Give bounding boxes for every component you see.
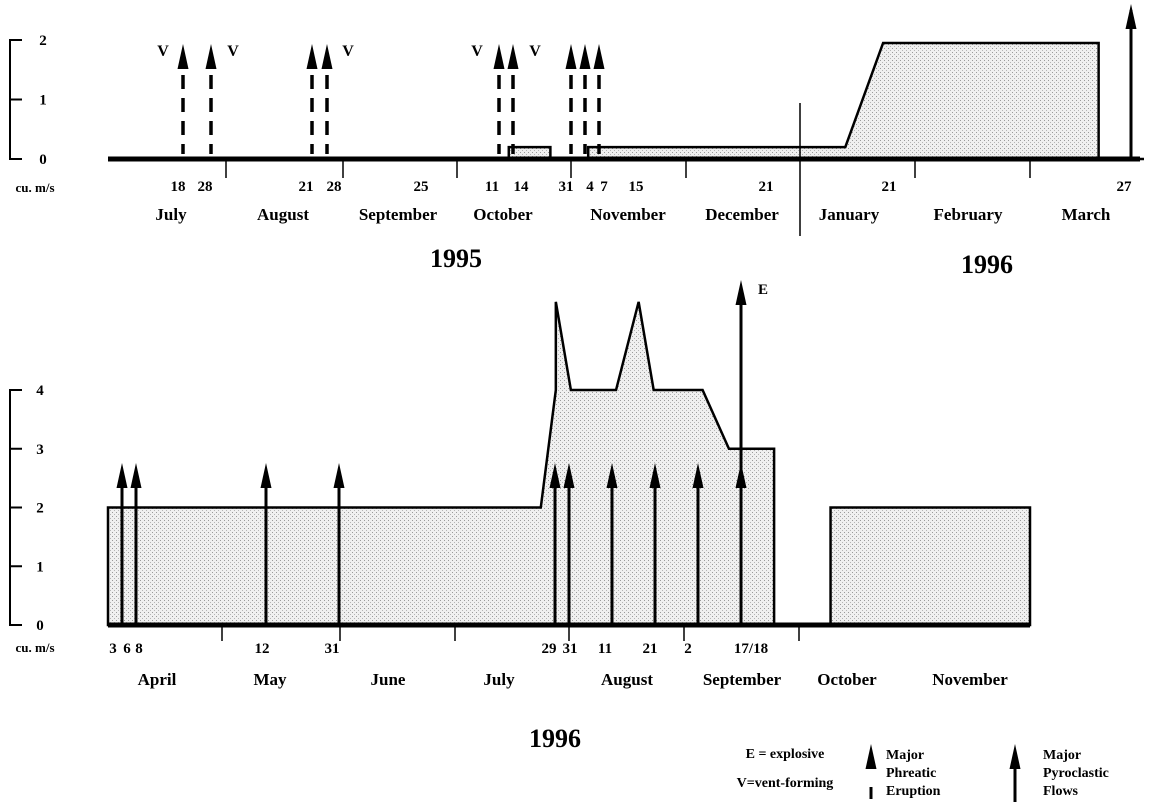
legend-explosive-text: E = explosive: [746, 747, 825, 762]
month-label: November: [932, 670, 1008, 689]
legend-pyroclastic-text: Major: [1043, 748, 1081, 763]
legend-pyroclastic-arrowhead: [1009, 744, 1021, 769]
month-label: September: [703, 670, 782, 689]
y-axis-1: [9, 39, 22, 160]
pyroclastic-flow-arrowhead: [116, 463, 128, 488]
date-label: 28: [198, 179, 213, 195]
pyroclastic-flow-arrowhead: [333, 463, 345, 488]
date-label: 6: [123, 641, 131, 657]
y-axis-unit-label: cu. m/s: [16, 180, 55, 195]
phreatic-eruption-arrowhead: [321, 44, 333, 69]
month-label: October: [817, 670, 877, 689]
month-label: February: [934, 205, 1003, 224]
y-tick-label: 1: [39, 93, 47, 109]
y-axis-2: [9, 389, 22, 626]
pyroclastic-flow-arrowhead: [692, 463, 704, 488]
date-label: 18: [171, 179, 186, 195]
month-label: January: [819, 205, 880, 224]
month-label: December: [705, 205, 779, 224]
month-label: June: [371, 670, 406, 689]
date-label: 3: [109, 641, 117, 657]
y-tick-label: 4: [36, 383, 44, 399]
phreatic-eruption-arrowhead: [593, 44, 605, 69]
y-tick-label: 3: [36, 442, 44, 458]
pyroclastic-flow-arrowhead: [735, 463, 747, 488]
legend-phreatic-text: Phreatic: [886, 766, 936, 781]
month-label: July: [483, 670, 515, 689]
date-label: 11: [598, 641, 612, 657]
vent-forming-label: V: [157, 43, 169, 60]
phreatic-eruption-arrowhead: [177, 44, 189, 69]
extrusion-rate-area: [108, 41, 1144, 161]
vent-forming-label: V: [342, 43, 354, 60]
y-tick-label: 2: [39, 33, 47, 49]
date-label: 31: [563, 641, 578, 657]
legend-pyroclastic-text: Flows: [1043, 784, 1079, 799]
date-label: 14: [514, 179, 530, 195]
date-label: 21: [643, 641, 658, 657]
month-label: May: [253, 670, 287, 689]
phreatic-eruption-arrowhead: [507, 44, 519, 69]
y-tick-label: 0: [36, 618, 44, 634]
month-label: April: [138, 670, 177, 689]
month-label: November: [590, 205, 666, 224]
pyroclastic-flow-arrowhead: [563, 463, 575, 488]
phreatic-eruption-arrowhead: [205, 44, 217, 69]
year-label: 1996: [529, 724, 581, 753]
phreatic-eruption-arrowhead: [493, 44, 505, 69]
vent-forming-label: V: [471, 43, 483, 60]
date-label: 11: [485, 179, 499, 195]
pyroclastic-flow-arrowhead: [130, 463, 142, 488]
pyroclastic-flow-arrowhead: [260, 463, 272, 488]
date-label: 27: [1117, 179, 1133, 195]
month-label: September: [359, 205, 438, 224]
legend-phreatic-text: Eruption: [886, 784, 941, 799]
vent-forming-label: V: [227, 43, 239, 60]
date-label: 21: [882, 179, 897, 195]
date-label: 31: [325, 641, 340, 657]
date-label: 21: [299, 179, 314, 195]
month-label: August: [257, 205, 309, 224]
pyroclastic-flow-arrowhead: [549, 463, 561, 488]
vent-forming-label: V: [529, 43, 541, 60]
date-label: 29: [542, 641, 557, 657]
y-tick-label: 1: [36, 559, 44, 575]
date-label: 15: [629, 179, 644, 195]
legend-vent-forming-text: V=vent-forming: [737, 776, 834, 791]
month-label: March: [1062, 205, 1111, 224]
phreatic-eruption-arrowhead: [306, 44, 318, 69]
phreatic-eruption-arrowhead: [565, 44, 577, 69]
legend-phreatic-arrowhead: [865, 744, 877, 769]
year-label: 1995: [430, 244, 482, 273]
date-label: 7: [600, 179, 608, 195]
pyroclastic-flow-arrowhead: [649, 463, 661, 488]
date-label: 2: [684, 641, 692, 657]
legend-phreatic-text: Major: [886, 748, 924, 763]
date-label: 12: [255, 641, 270, 657]
y-tick-label: 2: [36, 501, 44, 517]
pyroclastic-flow-arrowhead: [1125, 4, 1137, 29]
y-tick-label: 0: [39, 152, 47, 168]
month-label: August: [601, 670, 653, 689]
phreatic-eruption-arrowhead: [579, 44, 591, 69]
explosive-label: E: [758, 282, 768, 298]
year-label: 1996: [961, 250, 1013, 279]
date-label: 25: [414, 179, 429, 195]
explosive-flow-arrowhead: [735, 280, 747, 305]
date-label: 28: [327, 179, 342, 195]
pyroclastic-flow-arrowhead: [606, 463, 618, 488]
legend-pyroclastic-text: Pyroclastic: [1043, 766, 1109, 781]
date-label: 31: [559, 179, 574, 195]
y-axis-unit-label: cu. m/s: [16, 640, 55, 655]
month-label: July: [155, 205, 187, 224]
date-label: 8: [135, 641, 143, 657]
month-label: October: [473, 205, 533, 224]
date-label: 21: [759, 179, 774, 195]
date-label: 17/18: [734, 641, 768, 657]
date-label: 4: [586, 179, 594, 195]
